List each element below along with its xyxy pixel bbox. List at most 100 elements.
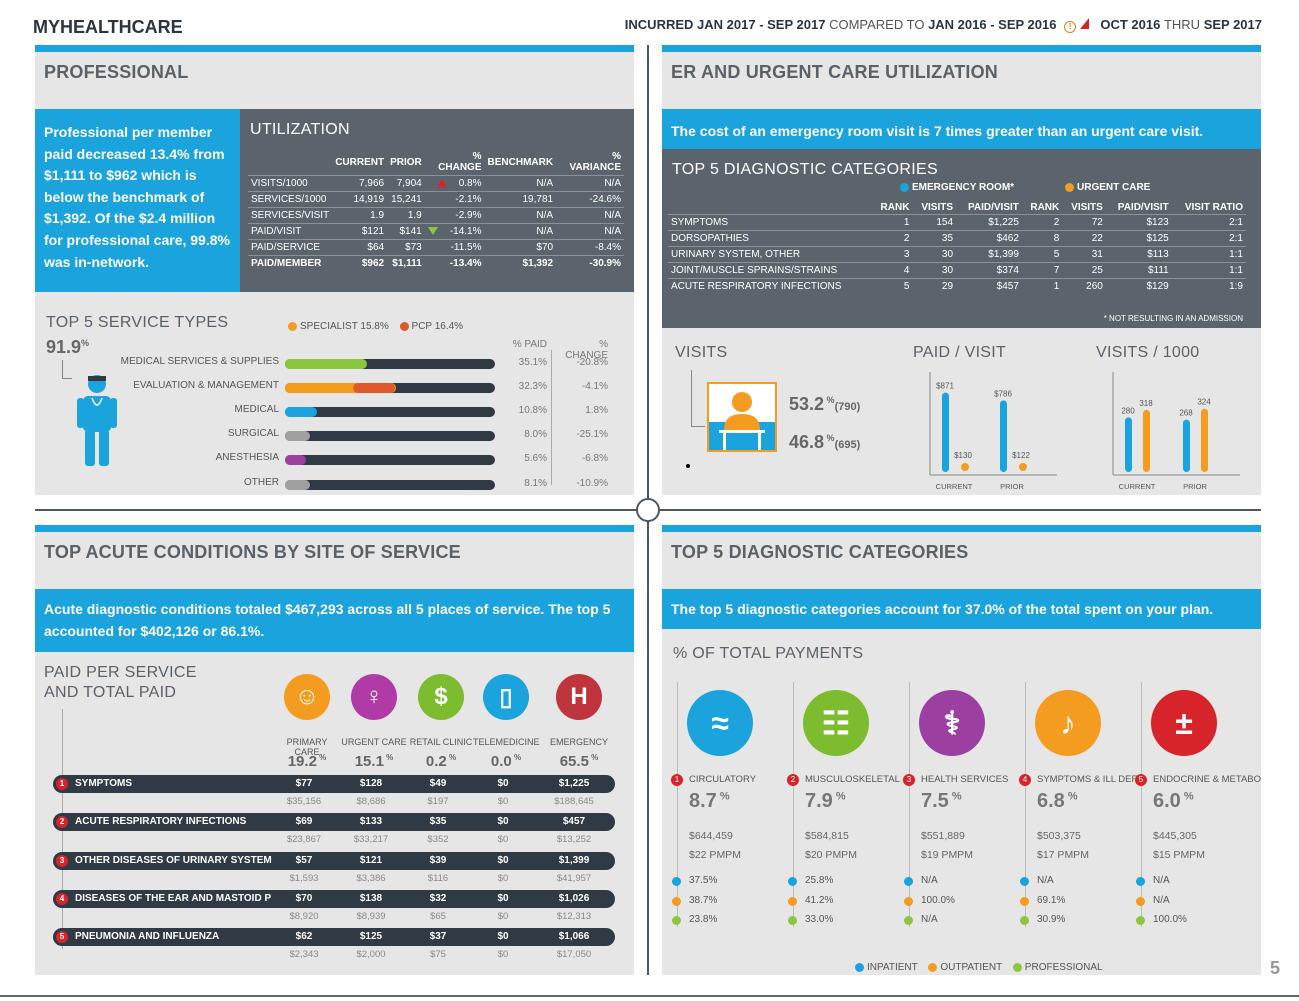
util-cell-variance: -8.4% — [556, 239, 624, 256]
util-value: 15,241 — [391, 194, 422, 205]
category-vline — [909, 682, 910, 927]
diag-cell-label: DORSOPATHIES — [668, 230, 873, 247]
chart-value-label: 324 — [1197, 398, 1211, 407]
professional-label: PROFESSIONAL — [1024, 962, 1103, 973]
diag-cell-uc_paid: $125 — [1105, 230, 1172, 247]
acute-panel: TOP ACUTE CONDITIONS BY SITE OF SERVICE … — [35, 525, 634, 975]
condition-paid-per-service: $1,066 — [558, 931, 590, 942]
condition-paid-per-service: $69 — [295, 816, 313, 827]
paid-end: SEP 2017 — [1203, 17, 1262, 32]
diag-cell-uc_rank: 8 — [1021, 230, 1063, 247]
diag-cell-er_paid: $374 — [956, 262, 1022, 279]
diag-cell-er_visits: 30 — [912, 246, 957, 263]
diag-cell-uc_visits: 22 — [1062, 230, 1106, 247]
site-pct-value: 0.2 — [425, 753, 447, 770]
phone-icon: ▯ — [483, 674, 529, 720]
util-value: $64 — [367, 242, 385, 253]
service-bar-fill — [285, 455, 306, 465]
service-change: -25.1% — [576, 429, 608, 440]
page-header: MYHEALTHCARE INCURRED JAN 2017 - SEP 201… — [0, 0, 1299, 44]
chart-point — [961, 463, 969, 471]
service-paid: 5.6% — [524, 453, 547, 464]
condition-total-paid: $116 — [427, 873, 449, 884]
util-cell-change: -11.5% — [424, 239, 485, 256]
category-professional-share: 100.0% — [1153, 914, 1187, 925]
page-bottom-rule — [0, 995, 1299, 997]
paid-per-service-title: PAID PER SERVICE AND TOTAL PAID — [44, 663, 197, 703]
page-number: 5 — [1270, 958, 1281, 978]
er-diag-title: TOP 5 DIAGNOSTIC CATEGORIES — [672, 161, 938, 178]
condition-total-paid: $41,957 — [556, 873, 592, 884]
condition-total-paid: $17,050 — [556, 949, 592, 960]
chart-value-label: 318 — [1139, 399, 1153, 408]
alert-triangle-icon — [1079, 18, 1089, 29]
category-outpatient-share: 38.7% — [689, 894, 718, 906]
category-rank-badge: 2 — [787, 774, 799, 786]
condition-paid-per-service: $0 — [497, 855, 509, 866]
util-value: 0.8% — [458, 178, 482, 189]
util-cell-variance: -24.6% — [556, 191, 624, 208]
inpatient-dot — [672, 877, 681, 886]
util-value: PAID/MEMBER — [251, 258, 322, 269]
service-row: MEDICAL 10.8% 1.8% — [35, 404, 634, 419]
service-bar-fill — [285, 359, 367, 369]
blood-drop-icon: ± — [1151, 690, 1217, 756]
condition-total-paid: $8,920 — [289, 911, 319, 922]
diag-cell-label: SYMPTOMS — [668, 214, 873, 231]
category-pct-sign: % — [716, 790, 730, 803]
util-cell-benchmark: N/A — [484, 175, 557, 192]
diag-row: DORSOPATHIES 2 35 $462 8 22 $125 2:1 — [668, 230, 1246, 247]
util-value: PAID/VISIT — [251, 226, 302, 237]
category-rank-badge: 1 — [671, 774, 683, 786]
site-pct: 0.2 % — [408, 753, 474, 770]
diagnostic-summary-bar: The top 5 diagnostic categories account … — [662, 589, 1261, 629]
chart-value-label: $130 — [954, 451, 972, 460]
outpatient-dot — [904, 896, 913, 906]
visits-top-value: 53.2 — [789, 394, 825, 414]
diag-row: SYMPTOMS 1 154 $1,225 2 72 $123 2:1 — [668, 214, 1246, 231]
diag-cell-er_paid: $462 — [956, 230, 1022, 247]
util-value: VISITS/1000 — [251, 178, 308, 189]
category-amount: $551,889 — [921, 830, 965, 842]
diag-cell-ratio: 1:9 — [1171, 278, 1246, 294]
utilization-table: CURRENT PRIOR% CHANGE BENCHMARK% VARIANCE … — [248, 149, 624, 271]
inpatient-label: INPATIENT — [867, 962, 918, 973]
util-row: VISITS/1000 7,966 7,904 0.8% N/A N/A — [248, 175, 624, 192]
util-cell-benchmark: 19,781 — [484, 191, 557, 208]
util-value: 7,904 — [396, 178, 422, 189]
visits-bottom-value: 46.8 — [789, 432, 825, 452]
service-bar-fill — [285, 383, 397, 393]
util-value: 7,966 — [359, 178, 385, 189]
category-name: MUSCULOSKELETAL — [805, 774, 900, 785]
util-header — [248, 149, 332, 176]
diag-cell-er_rank: 1 — [872, 214, 913, 231]
paid-visit-chart: $871 $130 CURRENT $786 $122 PRIOR — [929, 372, 1057, 491]
condition-total-paid: $12,313 — [556, 911, 592, 922]
service-pct-value: 91.9 — [46, 337, 82, 357]
chart-value-label: 280 — [1121, 406, 1135, 415]
diag-row: JOINT/MUSCLE SPRAINS/STRAINS 4 30 $374 7 25 $1… — [668, 262, 1246, 279]
chart-category-label: PRIOR — [1000, 482, 1024, 491]
diag-cell-er_rank: 5 — [872, 278, 913, 294]
chart-bar — [1125, 417, 1132, 472]
diagnostic-summary: The top 5 diagnostic categories account … — [671, 601, 1214, 617]
util-cell-change: -2.1% — [424, 191, 485, 208]
professional-dot — [672, 916, 681, 925]
professional-panel: PROFESSIONAL Professional per member pai… — [35, 45, 634, 495]
site-pct-sign: % — [383, 753, 394, 762]
util-value: -2.9% — [455, 210, 482, 221]
util-cell-benchmark: N/A — [484, 223, 557, 240]
category-pct-sign: % — [832, 790, 846, 803]
util-cell-label: PAID/MEMBER — [248, 255, 333, 271]
chart-bar — [1201, 408, 1208, 472]
diag-cell-er_visits: 154 — [912, 214, 957, 231]
category-professional-share: 30.9% — [1037, 914, 1066, 925]
diag-header: VISIT RATIO — [1184, 202, 1243, 213]
condition-rank-badge: 4 — [56, 893, 68, 905]
doctor-icon: ☺ — [284, 674, 330, 720]
util-value: $1,392 — [522, 258, 554, 269]
category-column: ±5 ENDOCRINE & METABOLIC 6.0 % $445,305 $15 … — [1135, 682, 1261, 932]
site-pct-value: 0.0 — [490, 753, 512, 770]
down-arrow-icon — [427, 227, 438, 236]
util-cell-label: PAID/VISIT — [248, 223, 333, 240]
